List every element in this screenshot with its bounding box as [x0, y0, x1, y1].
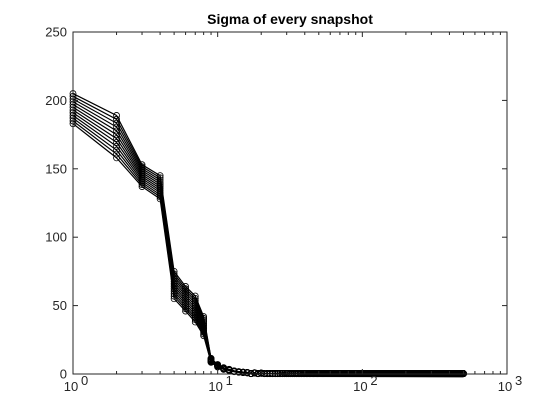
axes-background: [73, 32, 507, 374]
